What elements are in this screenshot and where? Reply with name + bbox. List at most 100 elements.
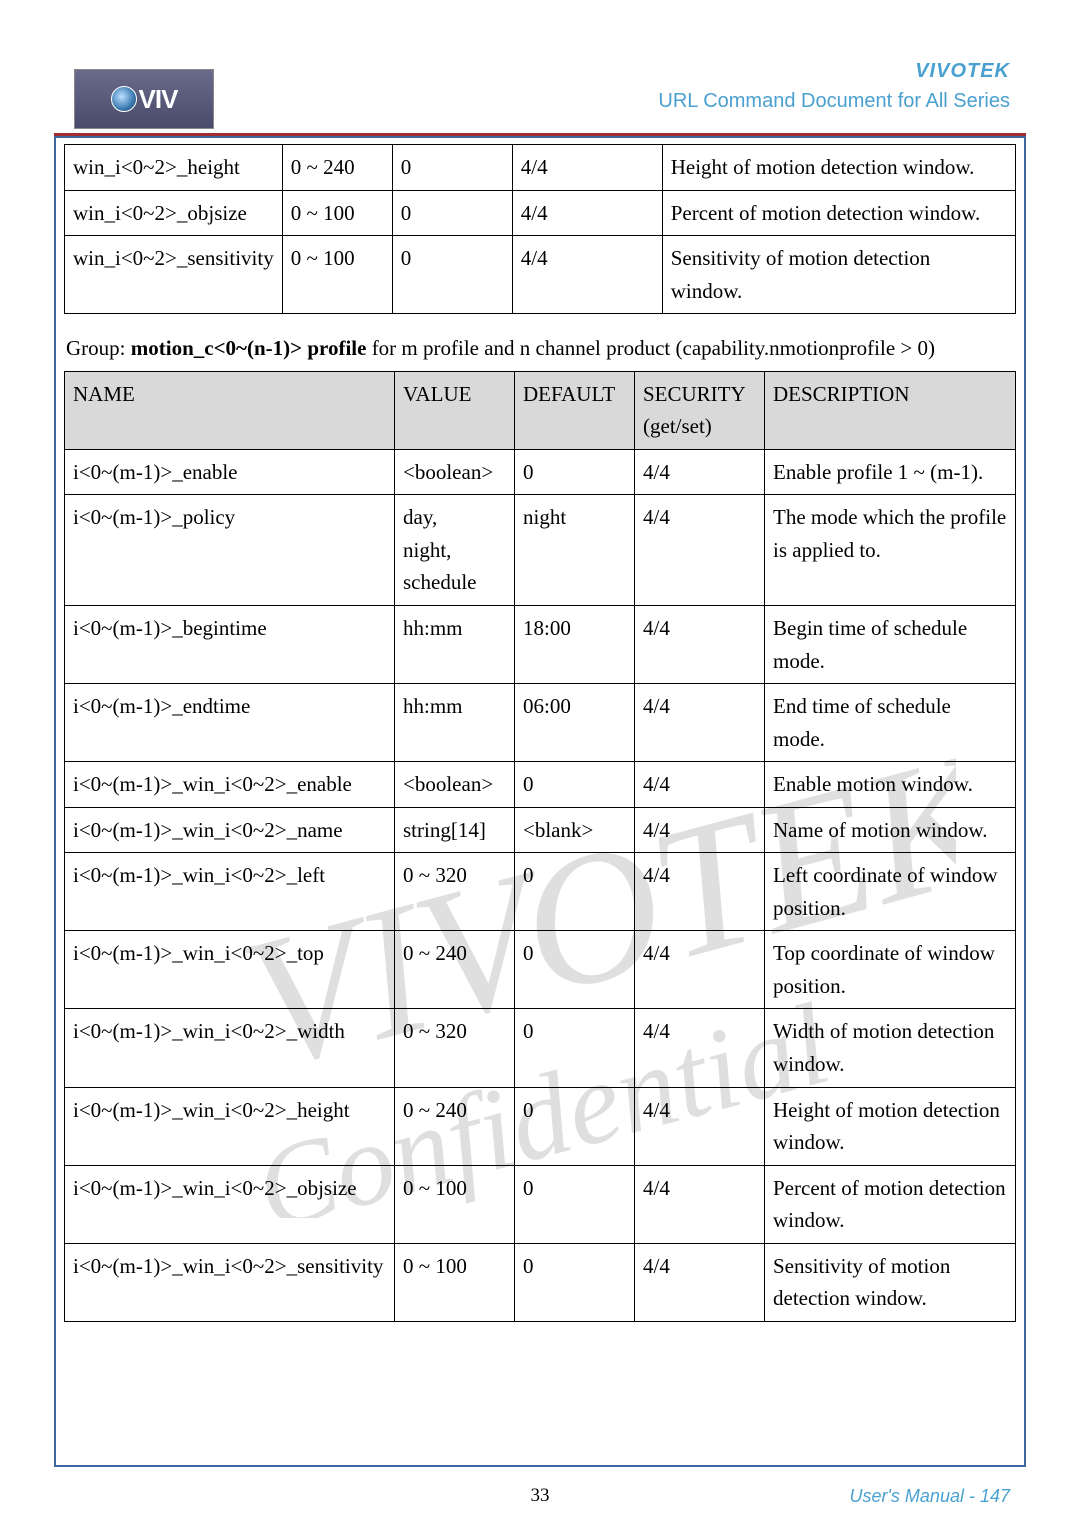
- cell-desc: End time of schedule mode.: [765, 684, 1016, 762]
- cell-value: 0 ~ 100: [282, 190, 392, 236]
- cell-desc: The mode which the profile is applied to…: [765, 495, 1016, 606]
- cell-security: 4/4: [635, 853, 765, 931]
- group-prefix: Group:: [66, 336, 131, 360]
- group-heading: Group: motion_c<0~(n-1)> profile for m p…: [66, 332, 1014, 365]
- cell-desc: Sensitivity of motion detection window.: [662, 236, 1015, 314]
- table-2: NAME VALUE DEFAULT SECURITY(get/set) DES…: [64, 371, 1016, 1322]
- cell-default: 0: [515, 1165, 635, 1243]
- cell-name: i<0~(m-1)>_win_i<0~2>_objsize: [65, 1165, 395, 1243]
- cell-default: <blank>: [515, 807, 635, 853]
- cell-desc: Name of motion window.: [765, 807, 1016, 853]
- cell-value: 0 ~ 240: [395, 1087, 515, 1165]
- cell-name: i<0~(m-1)>_begintime: [65, 606, 395, 684]
- cell-security: 4/4: [635, 684, 765, 762]
- table-row: i<0~(m-1)>_win_i<0~2>_objsize0 ~ 10004/4…: [65, 1165, 1016, 1243]
- cell-value: 0 ~ 240: [395, 931, 515, 1009]
- cell-name: i<0~(m-1)>_win_i<0~2>_width: [65, 1009, 395, 1087]
- table-row: i<0~(m-1)>_win_i<0~2>_top0 ~ 24004/4Top …: [65, 931, 1016, 1009]
- th-desc: DESCRIPTION: [765, 371, 1016, 449]
- cell-security: 4/4: [635, 449, 765, 495]
- cell-value: 0 ~ 320: [395, 1009, 515, 1087]
- cell-value: 0 ~ 320: [395, 853, 515, 931]
- cell-default: 0: [392, 145, 512, 191]
- cell-security: 4/4: [635, 1087, 765, 1165]
- cell-default: 0: [515, 1087, 635, 1165]
- cell-name: i<0~(m-1)>_win_i<0~2>_height: [65, 1087, 395, 1165]
- group-suffix: for m profile and n channel product (cap…: [366, 336, 935, 360]
- cell-default: 0: [392, 236, 512, 314]
- logo-eye-icon: [111, 86, 137, 112]
- cell-value: 0 ~ 100: [395, 1165, 515, 1243]
- cell-desc: Height of motion detection window.: [765, 1087, 1016, 1165]
- cell-name: win_i<0~2>_height: [65, 145, 283, 191]
- table-row: i<0~(m-1)>_policyday, night, schedulenig…: [65, 495, 1016, 606]
- cell-desc: Left coordinate of window position.: [765, 853, 1016, 931]
- cell-name: win_i<0~2>_objsize: [65, 190, 283, 236]
- cell-security: 4/4: [635, 807, 765, 853]
- cell-value: <boolean>: [395, 762, 515, 808]
- cell-name: i<0~(m-1)>_enable: [65, 449, 395, 495]
- table-1: win_i<0~2>_height0 ~ 24004/4Height of mo…: [64, 144, 1016, 314]
- brand-text: VIVOTEK: [915, 60, 1010, 83]
- cell-name: i<0~(m-1)>_win_i<0~2>_left: [65, 853, 395, 931]
- cell-default: 0: [515, 853, 635, 931]
- table-row: i<0~(m-1)>_win_i<0~2>_height0 ~ 24004/4H…: [65, 1087, 1016, 1165]
- cell-value: string[14]: [395, 807, 515, 853]
- cell-value: hh:mm: [395, 606, 515, 684]
- cell-default: 06:00: [515, 684, 635, 762]
- th-security: SECURITY(get/set): [635, 371, 765, 449]
- table-row: i<0~(m-1)>_win_i<0~2>_enable<boolean>04/…: [65, 762, 1016, 808]
- content-area: win_i<0~2>_height0 ~ 24004/4Height of mo…: [56, 138, 1024, 1330]
- cell-security: 4/4: [512, 190, 662, 236]
- cell-default: 0: [392, 190, 512, 236]
- cell-value: hh:mm: [395, 684, 515, 762]
- table-row: win_i<0~2>_objsize0 ~ 10004/4Percent of …: [65, 190, 1016, 236]
- table-row: i<0~(m-1)>_endtimehh:mm06:004/4End time …: [65, 684, 1016, 762]
- th-name: NAME: [65, 371, 395, 449]
- cell-name: i<0~(m-1)>_win_i<0~2>_name: [65, 807, 395, 853]
- cell-default: night: [515, 495, 635, 606]
- cell-name: i<0~(m-1)>_endtime: [65, 684, 395, 762]
- table-row: win_i<0~2>_height0 ~ 24004/4Height of mo…: [65, 145, 1016, 191]
- table-row: i<0~(m-1)>_win_i<0~2>_width0 ~ 32004/4Wi…: [65, 1009, 1016, 1087]
- header-bar: VIV VIVOTEK URL Command Document for All…: [54, 50, 1026, 136]
- table-2-header-row: NAME VALUE DEFAULT SECURITY(get/set) DES…: [65, 371, 1016, 449]
- cell-name: i<0~(m-1)>_win_i<0~2>_sensitivity: [65, 1243, 395, 1321]
- logo: VIV: [74, 69, 214, 129]
- footer-right-text: User's Manual - 147: [849, 1486, 1010, 1507]
- cell-default: 18:00: [515, 606, 635, 684]
- table-row: i<0~(m-1)>_enable<boolean>04/4Enable pro…: [65, 449, 1016, 495]
- cell-desc: Percent of motion detection window.: [662, 190, 1015, 236]
- th-value: VALUE: [395, 371, 515, 449]
- cell-value: 0 ~ 240: [282, 145, 392, 191]
- cell-desc: Top coordinate of window position.: [765, 931, 1016, 1009]
- logo-text: VIV: [139, 84, 178, 115]
- cell-name: win_i<0~2>_sensitivity: [65, 236, 283, 314]
- cell-security: 4/4: [635, 762, 765, 808]
- cell-default: 0: [515, 449, 635, 495]
- cell-security: 4/4: [635, 931, 765, 1009]
- table-row: i<0~(m-1)>_begintimehh:mm18:004/4Begin t…: [65, 606, 1016, 684]
- cell-security: 4/4: [635, 1009, 765, 1087]
- cell-security: 4/4: [635, 1165, 765, 1243]
- table-row: i<0~(m-1)>_win_i<0~2>_sensitivity0 ~ 100…: [65, 1243, 1016, 1321]
- page-border: VIVOTEK Confidential win_i<0~2>_height0 …: [54, 136, 1026, 1467]
- cell-desc: Percent of motion detection window.: [765, 1165, 1016, 1243]
- cell-default: 0: [515, 1009, 635, 1087]
- cell-name: i<0~(m-1)>_policy: [65, 495, 395, 606]
- doc-title: URL Command Document for All Series: [658, 90, 1010, 113]
- cell-security: 4/4: [635, 495, 765, 606]
- cell-desc: Sensitivity of motion detection window.: [765, 1243, 1016, 1321]
- cell-security: 4/4: [512, 145, 662, 191]
- cell-desc: Begin time of schedule mode.: [765, 606, 1016, 684]
- logo-inner: VIV: [111, 84, 178, 115]
- cell-value: 0 ~ 100: [282, 236, 392, 314]
- page-number: 33: [531, 1485, 550, 1507]
- cell-name: i<0~(m-1)>_win_i<0~2>_enable: [65, 762, 395, 808]
- cell-default: 0: [515, 931, 635, 1009]
- cell-default: 0: [515, 1243, 635, 1321]
- cell-value: <boolean>: [395, 449, 515, 495]
- cell-name: i<0~(m-1)>_win_i<0~2>_top: [65, 931, 395, 1009]
- table-row: i<0~(m-1)>_win_i<0~2>_namestring[14]<bla…: [65, 807, 1016, 853]
- table-row: win_i<0~2>_sensitivity0 ~ 10004/4Sensiti…: [65, 236, 1016, 314]
